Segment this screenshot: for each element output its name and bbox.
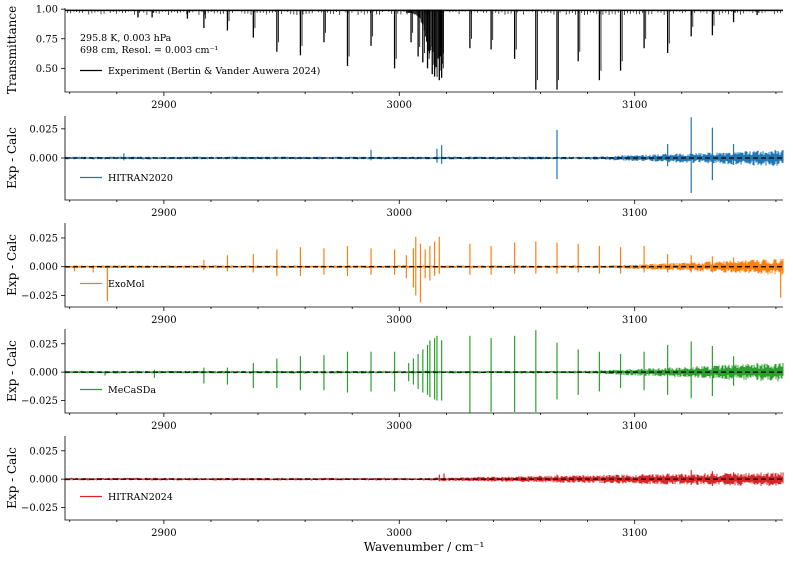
y-ticks-transmittance: 1.00 0.75 0.50 [36,5,65,75]
y-tick-label-hitran2024: 0.025 [29,446,58,457]
legend-label-experiment: Experiment (Bertin & Vander Auwera 2024) [108,66,320,77]
y-tick-label-transmittance: 0.75 [36,34,58,45]
y-tick-label-exomol: 0.000 [29,262,58,273]
legend-transmittance: Experiment (Bertin & Vander Auwera 2024) [80,66,320,77]
panel-exomol: 0.025 0.000 −0.025 2900 3000 3100 Exp - Calc… [5,223,784,326]
y-axis-label-exomol: Exp - Calc [5,234,19,296]
axis-frame-transmittance [64,8,783,93]
x-tick-label-transmittance: 2900 [151,100,176,111]
axis-frame-exomol [64,223,783,308]
y-tick-label-exomol: −0.025 [21,291,58,302]
legend-label-hitran2020: HITRAN2020 [108,173,173,184]
y-tick-label-hitran2020: 0.025 [29,124,58,135]
y-tick-label-transmittance: 0.50 [36,64,58,75]
y-ticks-exomol: 0.025 0.000 −0.025 [21,233,65,302]
series-experiment [65,9,783,90]
y-tick-label-hitran2020: 0.000 [29,154,58,165]
x-tick-label-transmittance: 3100 [622,100,647,111]
x-tick-label-hitran2020: 3000 [387,208,412,219]
x-tick-label-hitran2024: 3000 [387,528,412,539]
x-tick-label-exomol: 3000 [387,315,412,326]
legend-label-mecasda: MeCaSDa [108,385,156,396]
legend-label-exomol: ExoMol [108,279,145,290]
panel-mecasda: 0.025 0.000 −0.025 2900 3000 3100 Exp - Calc… [5,329,784,432]
x-tick-label-hitran2020: 3100 [622,208,647,219]
y-axis-label-hitran2024: Exp - Calc [5,447,19,509]
legend-label-hitran2024: HITRAN2024 [108,492,173,503]
y-ticks-mecasda: 0.025 0.000 −0.025 [21,339,65,407]
panel-hitran2024: 0.025 0.000 −0.025 2900 3000 3100 Exp - Calc… [5,436,784,539]
annotation-line-1: 295.8 K, 0.003 hPa [80,33,172,44]
x-tick-label-hitran2024: 3100 [622,528,647,539]
panel-hitran2020: 0.025 0.000 2900 3000 3100 Exp - Calc HITRA… [5,116,784,219]
y-axis-label-mecasda: Exp - Calc [5,340,19,402]
legend-hitran2020: HITRAN2020 [80,173,173,184]
axis-frame-hitran2020 [64,116,783,201]
y-tick-label-mecasda: −0.025 [21,396,58,407]
x-tick-label-mecasda: 3100 [622,421,647,432]
legend-exomol: ExoMol [80,279,145,290]
y-tick-label-mecasda: 0.000 [29,368,58,379]
y-axis-label-transmittance: Transmittance [5,6,19,94]
x-ticks-hitran2020: 2900 3000 3100 [69,200,777,219]
y-tick-label-hitran2024: 0.000 [29,475,58,486]
x-tick-label-mecasda: 2900 [151,421,176,432]
x-tick-label-mecasda: 3000 [387,421,412,432]
x-ticks-exomol: 2900 3000 3100 [69,307,777,326]
x-tick-label-hitran2024: 2900 [151,528,176,539]
x-tick-label-hitran2020: 2900 [151,208,176,219]
y-tick-label-transmittance: 1.00 [36,5,58,16]
x-axis-label: Wavenumber / cm⁻¹ [364,540,485,554]
y-tick-label-hitran2024: −0.025 [21,503,58,514]
axis-frame-mecasda [64,329,783,414]
x-tick-label-exomol: 3100 [622,315,647,326]
annotation-line-2: 698 cm, Resol. = 0.003 cm⁻¹ [80,45,219,56]
x-tick-label-transmittance: 3000 [387,100,412,111]
x-ticks-hitran2024: 2900 3000 3100 [69,520,777,539]
y-axis-label-hitran2020: Exp - Calc [5,127,19,189]
legend-hitran2024: HITRAN2024 [80,492,173,503]
y-tick-label-mecasda: 0.025 [29,339,58,350]
legend-mecasda: MeCaSDa [80,385,156,396]
axis-frame-hitran2024 [64,436,783,521]
y-ticks-hitran2020: 0.025 0.000 [29,124,65,165]
panel-transmittance: 1.000.750.50 2900 3000 3100 Transmittance … [5,5,783,111]
x-tick-label-exomol: 2900 [151,315,176,326]
y-tick-label-exomol: 0.025 [29,233,58,244]
x-ticks-mecasda: 2900 3000 3100 [69,413,777,432]
y-ticks-hitran2024: 0.025 0.000 −0.025 [21,446,65,514]
x-ticks-transmittance: 2900 3000 3100 [69,92,777,111]
series-exomol [64,236,784,303]
